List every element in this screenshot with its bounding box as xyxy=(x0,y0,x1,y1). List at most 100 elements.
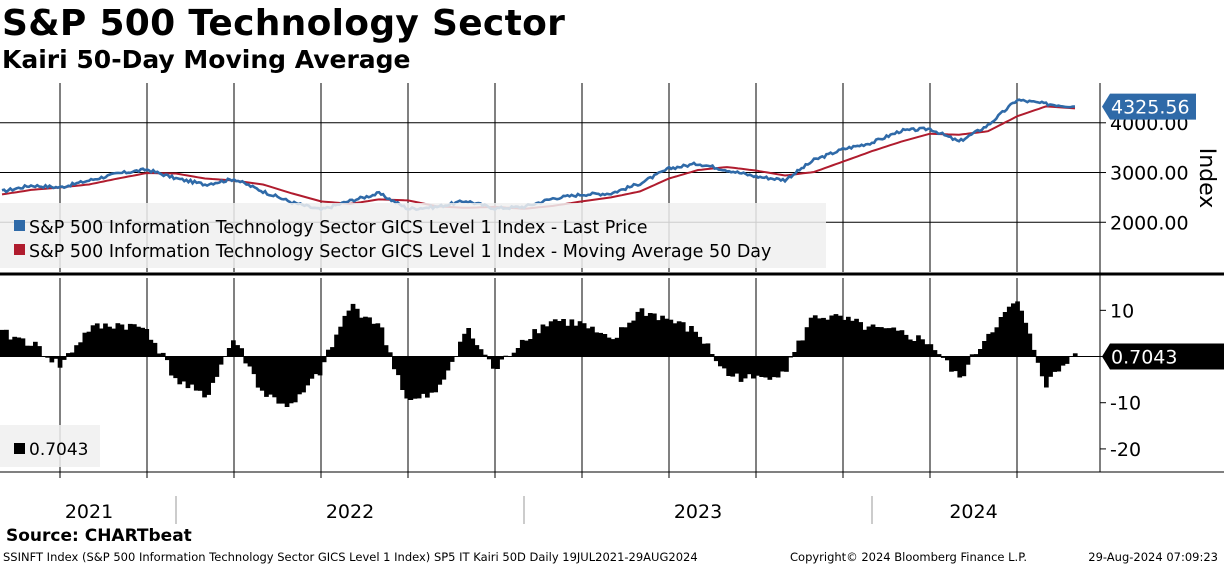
kairi-bar xyxy=(557,321,562,357)
moving-average-line xyxy=(1,105,1076,210)
kairi-bar xyxy=(552,319,558,357)
kairi-bar xyxy=(379,327,385,357)
kairi-bar xyxy=(276,356,282,404)
kairi-bar xyxy=(16,337,22,357)
kairi-bar xyxy=(284,356,290,407)
kairi-bar xyxy=(994,327,1000,357)
kairi-bar xyxy=(577,321,583,357)
kairi-bar xyxy=(594,332,599,357)
kairi-bar xyxy=(771,356,777,378)
kairi-bar xyxy=(49,356,55,363)
kairi-bar xyxy=(899,330,905,357)
kairi-bar xyxy=(866,326,872,357)
last-price-tag-label: 4325.56 xyxy=(1111,97,1190,119)
kairi-bar xyxy=(907,339,913,357)
kairi-bar xyxy=(90,325,96,357)
kairi-bar xyxy=(478,349,484,357)
kairi-bar xyxy=(755,356,760,376)
kairi-bar xyxy=(742,356,748,379)
kairi-bar xyxy=(37,346,42,357)
kairi-bar xyxy=(338,326,343,357)
kairi-bar xyxy=(136,326,141,357)
price-legend-box xyxy=(0,203,826,268)
kairi-bar xyxy=(656,320,661,357)
kairi-bar xyxy=(920,339,925,357)
x-year-label: 2021 xyxy=(65,501,113,523)
kairi-bar xyxy=(1011,303,1016,357)
kairi-bar xyxy=(470,338,476,357)
kairi-bar xyxy=(689,326,694,357)
last-kairi-tag xyxy=(1102,343,1224,370)
kairi-bar xyxy=(895,330,901,357)
kairi-bar xyxy=(255,356,261,388)
kairi-bar xyxy=(1035,356,1041,363)
kairi-bar xyxy=(214,356,220,377)
kairi-bar xyxy=(268,356,273,395)
kairi-bar xyxy=(313,356,319,375)
kairi-bar xyxy=(45,356,50,358)
kairi-bar xyxy=(0,329,5,357)
kairi-bar xyxy=(730,356,736,377)
kairi-bar xyxy=(784,356,789,372)
kairi-bar xyxy=(746,356,752,375)
kairi-bar xyxy=(701,343,707,357)
kairi-bar xyxy=(375,323,381,357)
kairi-bar xyxy=(1048,356,1053,377)
kairi-bar xyxy=(317,356,323,376)
kairi-bar xyxy=(86,331,92,357)
kairi-bar xyxy=(491,356,496,369)
kairi-bar xyxy=(680,322,686,357)
kairi-bar xyxy=(792,352,797,357)
last-price-line xyxy=(1,98,1075,212)
kairi-bar xyxy=(821,317,826,357)
x-year-label: 2024 xyxy=(949,501,997,523)
kairi-bar xyxy=(841,319,847,357)
kairi-bar xyxy=(973,354,979,357)
kairi-bar xyxy=(1027,333,1033,357)
kairi-bar xyxy=(672,323,678,357)
kairi-bar xyxy=(668,319,674,357)
kairi-bar xyxy=(429,356,434,393)
kairi-bar xyxy=(309,356,315,379)
kairi-bar xyxy=(957,356,963,378)
kairi-bar xyxy=(627,322,632,357)
kairi-bar xyxy=(961,356,967,377)
kairi-bar xyxy=(1052,356,1057,372)
kairi-bar xyxy=(218,356,224,365)
kairi-bar xyxy=(123,329,129,357)
kairi-bar xyxy=(685,331,690,357)
kairi-bar xyxy=(185,356,191,389)
kairi-bar xyxy=(1006,306,1012,357)
kairi-bar xyxy=(870,324,876,357)
footer-timestamp: 29-Aug-2024 07:09:23 xyxy=(1088,550,1218,564)
kairi-bar xyxy=(676,321,682,357)
kairi-bar xyxy=(1015,301,1020,357)
kairi-bar xyxy=(1056,356,1062,372)
kairi-bar xyxy=(111,328,117,357)
kairi-bar xyxy=(833,314,839,357)
kairi-bar xyxy=(652,313,657,357)
kairi-bar xyxy=(660,315,665,357)
kairi-bar xyxy=(466,328,471,357)
kairi-bar xyxy=(850,320,855,357)
last-kairi-tag-label: 0.7043 xyxy=(1111,347,1177,369)
x-year-label: 2022 xyxy=(326,501,374,523)
kairi-bar xyxy=(169,356,174,376)
kairi-bar xyxy=(982,341,987,357)
kairi-bar xyxy=(416,356,422,399)
kairi-bar xyxy=(387,352,393,357)
kairi-bar xyxy=(231,340,236,357)
kairi-bar xyxy=(705,343,711,357)
legend-label-kairi: 0.7043 xyxy=(29,440,88,460)
kairi-bar xyxy=(412,356,418,399)
kairi-bar xyxy=(610,339,616,357)
kairi-bar xyxy=(693,331,698,357)
kairi-bar xyxy=(664,318,670,357)
footer-copyright: Copyright© 2024 Bloomberg Finance L.P. xyxy=(790,550,1027,564)
kairi-bar xyxy=(1072,353,1078,357)
kairi-bar xyxy=(400,356,405,390)
kairi-bar xyxy=(354,308,360,357)
kairi-bar xyxy=(193,356,199,391)
kairi-bar xyxy=(8,339,13,357)
kairi-bar xyxy=(829,315,835,357)
